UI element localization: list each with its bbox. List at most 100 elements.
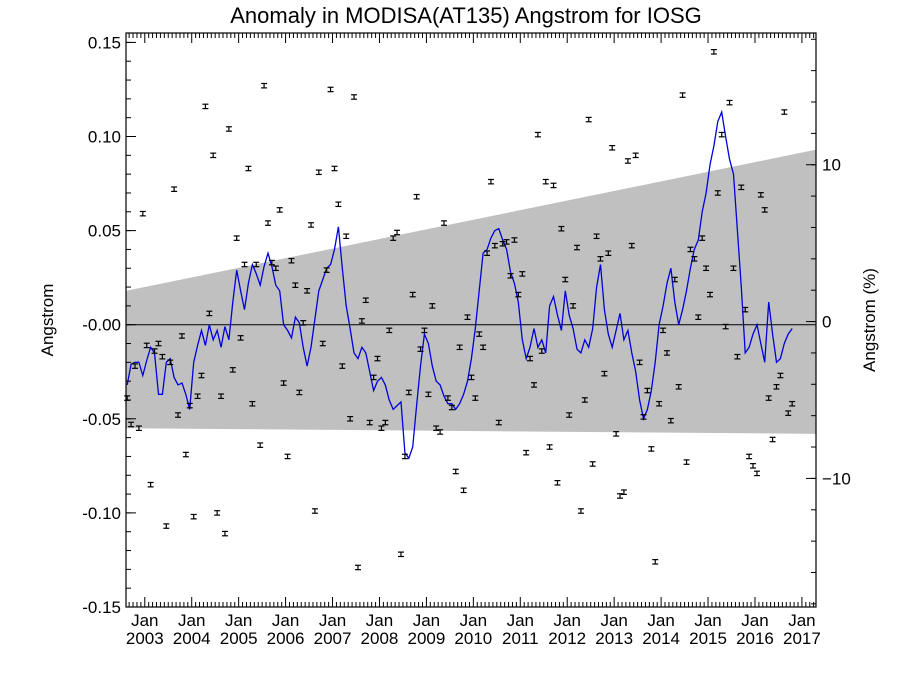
data-point bbox=[425, 391, 432, 398]
data-point bbox=[452, 468, 459, 475]
data-point bbox=[229, 367, 236, 373]
data-point bbox=[530, 382, 537, 388]
data-point bbox=[143, 342, 150, 349]
data-point bbox=[491, 242, 498, 249]
data-point bbox=[687, 246, 694, 253]
data-point bbox=[617, 493, 624, 499]
data-point bbox=[448, 404, 455, 411]
data-point bbox=[620, 489, 627, 495]
data-point bbox=[722, 323, 729, 330]
y-tick-label: 0.10 bbox=[88, 128, 121, 147]
data-point bbox=[468, 374, 475, 381]
x-tick-year-label: 2012 bbox=[548, 629, 586, 648]
y-axis-label: Angstrom bbox=[38, 284, 57, 357]
data-point bbox=[707, 291, 714, 298]
data-point bbox=[581, 397, 588, 403]
data-point bbox=[542, 178, 549, 185]
data-point bbox=[339, 363, 346, 369]
x-tick-year-label: 2009 bbox=[407, 629, 445, 648]
data-point bbox=[527, 355, 534, 362]
data-point bbox=[347, 416, 354, 422]
data-point bbox=[573, 244, 580, 251]
y-axis-label-right: Angstrom (%) bbox=[860, 268, 879, 372]
data-point bbox=[503, 239, 510, 245]
data-point bbox=[378, 425, 385, 432]
data-point bbox=[202, 103, 209, 110]
data-point bbox=[515, 291, 522, 298]
data-point bbox=[264, 220, 271, 226]
data-point bbox=[237, 335, 244, 341]
data-point bbox=[417, 346, 424, 352]
data-point bbox=[480, 344, 487, 351]
data-point bbox=[538, 348, 545, 354]
plot-frame bbox=[125, 32, 817, 608]
data-point bbox=[562, 276, 569, 283]
x-tick-year-label: 2015 bbox=[689, 629, 727, 648]
x-tick-month-label: Jan bbox=[225, 611, 252, 630]
trend-band bbox=[126, 149, 816, 434]
x-tick-month-label: Jan bbox=[366, 611, 393, 630]
data-point bbox=[343, 233, 350, 240]
data-point bbox=[460, 487, 467, 494]
data-point bbox=[484, 250, 491, 256]
data-point bbox=[671, 276, 678, 283]
data-point bbox=[746, 453, 753, 460]
data-point bbox=[429, 303, 436, 309]
data-point bbox=[679, 92, 686, 98]
data-point bbox=[268, 259, 275, 266]
data-point bbox=[159, 353, 166, 360]
x-tick-month-label: Jan bbox=[741, 611, 768, 630]
data-point bbox=[589, 461, 596, 467]
y-tick-label: 0.05 bbox=[88, 222, 121, 241]
data-point bbox=[487, 178, 494, 185]
x-tick-year-label: 2008 bbox=[361, 629, 399, 648]
x-tick-month-label: Jan bbox=[319, 611, 346, 630]
data-point bbox=[585, 116, 592, 123]
data-point bbox=[577, 508, 584, 514]
data-point bbox=[128, 421, 135, 428]
x-tick-year-label: 2016 bbox=[736, 629, 774, 648]
x-tick-year-label: 2003 bbox=[126, 629, 164, 648]
data-point bbox=[730, 265, 737, 272]
data-point bbox=[511, 237, 518, 243]
data-point bbox=[710, 49, 717, 55]
data-point bbox=[667, 417, 674, 424]
data-point bbox=[198, 372, 205, 379]
data-point bbox=[382, 419, 389, 426]
data-point bbox=[370, 374, 377, 381]
x-tick-year-label: 2017 bbox=[783, 629, 821, 648]
data-point bbox=[777, 372, 784, 379]
data-point bbox=[288, 257, 295, 264]
data-point bbox=[757, 192, 764, 198]
data-point bbox=[300, 320, 307, 326]
data-point bbox=[519, 271, 526, 277]
data-point bbox=[632, 152, 639, 159]
axes-layer: 0.15 0.10 0.05 -0.00 -0.05 -0.10 -0.15 10 0 −10 Ja… bbox=[82, 32, 851, 648]
data-point bbox=[613, 431, 620, 437]
y-tick-label: -0.15 bbox=[82, 598, 121, 617]
data-point bbox=[167, 359, 174, 366]
data-point bbox=[366, 419, 373, 426]
data-point bbox=[319, 340, 326, 347]
data-point bbox=[210, 152, 217, 159]
data-point bbox=[550, 182, 557, 189]
x-tick-month-label: Jan bbox=[272, 611, 299, 630]
data-point bbox=[194, 393, 201, 400]
y-right-tick-label: 0 bbox=[822, 313, 831, 332]
x-tick-year-label: 2010 bbox=[454, 629, 492, 648]
x-tick-year-label: 2011 bbox=[502, 629, 539, 648]
data-point bbox=[284, 453, 291, 460]
data-point bbox=[789, 400, 796, 407]
data-point bbox=[178, 333, 185, 339]
data-point bbox=[151, 348, 158, 354]
data-point bbox=[558, 225, 565, 232]
data-point bbox=[472, 395, 479, 401]
data-point bbox=[358, 318, 365, 324]
data-point bbox=[147, 481, 154, 488]
data-point bbox=[233, 235, 240, 241]
data-point bbox=[241, 261, 248, 268]
data-point bbox=[327, 86, 334, 93]
x-tick-month-label: Jan bbox=[647, 611, 674, 630]
data-point bbox=[675, 384, 682, 390]
x-tick-month-label: Jan bbox=[413, 611, 440, 630]
